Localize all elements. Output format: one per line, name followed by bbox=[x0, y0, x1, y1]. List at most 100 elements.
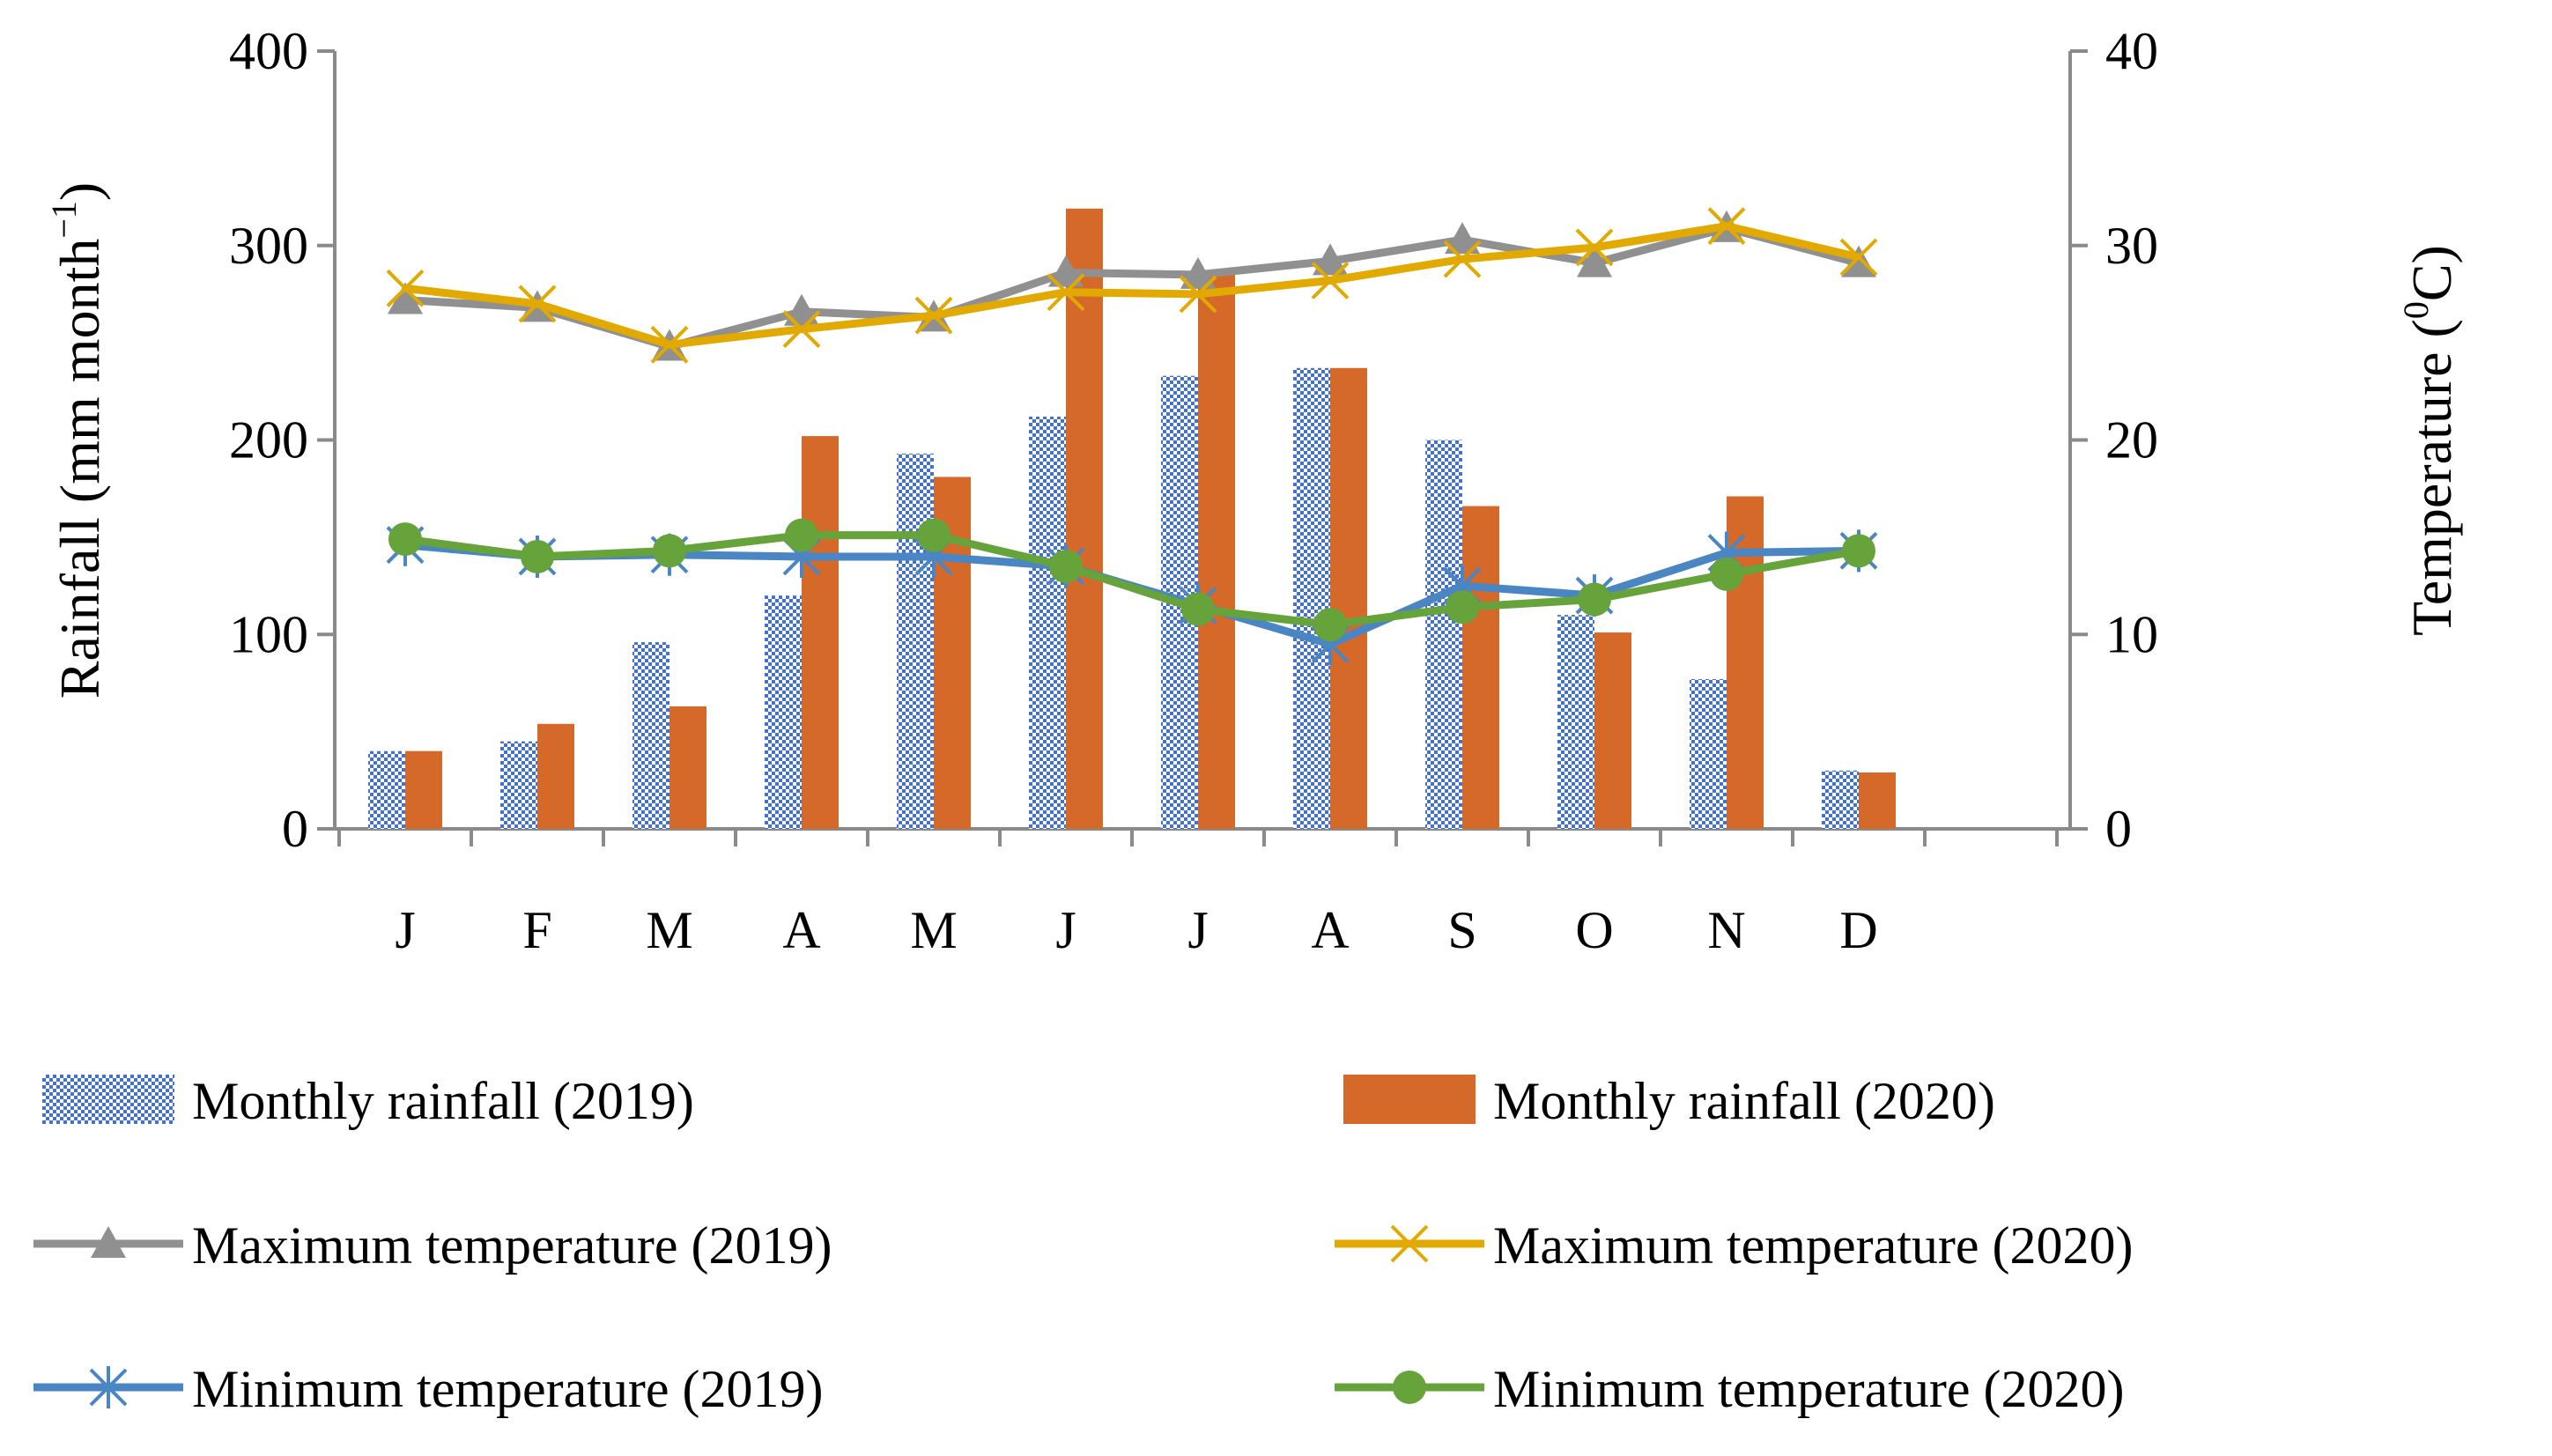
left-axis-title: Rainfall (mm month−1) bbox=[44, 182, 111, 698]
rainfall-2020-bar bbox=[1198, 274, 1235, 829]
line-point bbox=[785, 518, 818, 552]
left-tick-label: 100 bbox=[229, 605, 308, 663]
left-tick-label: 200 bbox=[229, 411, 308, 469]
line-point bbox=[1710, 557, 1743, 591]
legend-marker bbox=[91, 1226, 126, 1258]
rainfall-2019-bar bbox=[500, 741, 537, 829]
rainfall-2019-bar bbox=[1293, 367, 1330, 829]
rainfall-2019-bar bbox=[632, 642, 669, 829]
rainfall-2019-bar bbox=[897, 453, 934, 829]
rainfall-2020-bar bbox=[1462, 506, 1499, 829]
rainfall-2020-bar bbox=[537, 723, 574, 829]
line-point bbox=[650, 325, 689, 364]
x-tick-label: O bbox=[1575, 901, 1613, 959]
bar-series bbox=[368, 208, 1896, 830]
rainfall-2019-bar bbox=[765, 595, 802, 829]
legend-marker bbox=[89, 1366, 128, 1408]
rainfall-2020-bar bbox=[802, 436, 839, 829]
line-point bbox=[1180, 256, 1216, 289]
legend: Monthly rainfall (2019) Monthly rainfall … bbox=[33, 1072, 2133, 1418]
line-point bbox=[917, 518, 951, 552]
x-tick-label: F bbox=[522, 901, 551, 959]
right-tick-label: 30 bbox=[2105, 217, 2158, 275]
right-axis-ticks: 0 10 20 30 40 bbox=[2070, 22, 2158, 858]
legend-marker bbox=[1393, 1371, 1426, 1404]
line-point bbox=[521, 539, 554, 573]
line-point bbox=[1311, 262, 1350, 299]
legend-label: Maximum temperature (2019) bbox=[192, 1216, 832, 1275]
legend-swatch bbox=[42, 1075, 174, 1124]
line-point bbox=[1049, 549, 1083, 583]
rainfall-2020-bar bbox=[1594, 632, 1631, 829]
x-tick-label: M bbox=[910, 901, 957, 959]
x-tick-label: M bbox=[646, 901, 692, 959]
line-point bbox=[518, 285, 557, 323]
x-tick-label: A bbox=[782, 901, 820, 959]
line-point bbox=[1445, 222, 1480, 255]
right-tick-label: 40 bbox=[2105, 22, 2158, 80]
line-point bbox=[653, 534, 686, 568]
right-tick-label: 0 bbox=[2105, 800, 2132, 858]
left-tick-label: 0 bbox=[282, 800, 308, 858]
legend-item: Minimum temperature (2019) bbox=[33, 1360, 823, 1418]
legend-item: Maximum temperature (2020) bbox=[1335, 1216, 2133, 1275]
line-point bbox=[1313, 243, 1348, 276]
line-point bbox=[1575, 228, 1614, 267]
line-point bbox=[388, 282, 423, 314]
x-tick-label: J bbox=[1187, 901, 1208, 959]
line-point bbox=[1842, 534, 1875, 568]
x-tick-label: J bbox=[1055, 901, 1076, 959]
legend-item: Maximum temperature (2019) bbox=[33, 1216, 832, 1275]
right-tick-label: 10 bbox=[2105, 605, 2158, 663]
line-point bbox=[1048, 255, 1084, 287]
line-series bbox=[386, 207, 1878, 666]
left-tick-label: 400 bbox=[229, 22, 308, 80]
line-point bbox=[1839, 238, 1878, 277]
x-tick-label: D bbox=[1839, 901, 1877, 959]
x-tick-label: J bbox=[395, 901, 415, 959]
rainfall-2020-bar bbox=[669, 706, 706, 829]
line-point bbox=[388, 522, 422, 557]
legend-item: Monthly rainfall (2019) bbox=[42, 1072, 694, 1130]
line-point bbox=[1047, 273, 1085, 312]
line-point bbox=[386, 269, 425, 307]
line-x-series bbox=[404, 222, 1860, 349]
line-circle-series bbox=[404, 531, 1860, 629]
line-point bbox=[1181, 592, 1215, 626]
rainfall-2019-bar bbox=[1425, 440, 1462, 829]
line-point bbox=[1578, 582, 1611, 617]
rainfall-2019-bar bbox=[1029, 417, 1066, 829]
line-point bbox=[1443, 240, 1482, 278]
line-point bbox=[1707, 207, 1746, 246]
right-axis-title: Temperature (0C) bbox=[2396, 245, 2463, 636]
legend-label: Minimum temperature (2020) bbox=[1493, 1360, 2124, 1418]
line-point bbox=[784, 293, 819, 326]
x-tick-label: S bbox=[1447, 901, 1476, 959]
rainfall-2020-bar bbox=[1859, 772, 1896, 829]
line-point bbox=[1446, 590, 1479, 625]
line-point bbox=[1179, 275, 1217, 314]
rainfall-2019-bar bbox=[368, 750, 405, 829]
x-tick-label: A bbox=[1311, 901, 1349, 959]
rainfall-2019-bar bbox=[1822, 770, 1859, 829]
legend-label: Minimum temperature (2019) bbox=[192, 1360, 823, 1418]
rainfall-2020-bar bbox=[405, 750, 442, 829]
line-point bbox=[1577, 245, 1612, 277]
legend-item: Monthly rainfall (2020) bbox=[1343, 1072, 1995, 1130]
left-axis-ticks: 0 100 200 300 400 bbox=[229, 22, 335, 858]
line-point bbox=[1841, 245, 1876, 277]
legend-label: Maximum temperature (2020) bbox=[1493, 1216, 2133, 1275]
line-point bbox=[914, 296, 953, 335]
rainfall-2019-bar bbox=[1690, 679, 1727, 829]
rainfall-2020-bar bbox=[1066, 208, 1103, 829]
legend-marker bbox=[1390, 1224, 1429, 1263]
line-point bbox=[1313, 608, 1347, 642]
rainfall-2020-bar bbox=[1330, 367, 1367, 829]
legend-swatch bbox=[1343, 1075, 1476, 1124]
x-tick-label: N bbox=[1707, 901, 1745, 959]
right-tick-label: 20 bbox=[2105, 411, 2158, 469]
legend-item: Minimum temperature (2020) bbox=[1335, 1360, 2124, 1418]
legend-label: Monthly rainfall (2019) bbox=[192, 1072, 694, 1130]
